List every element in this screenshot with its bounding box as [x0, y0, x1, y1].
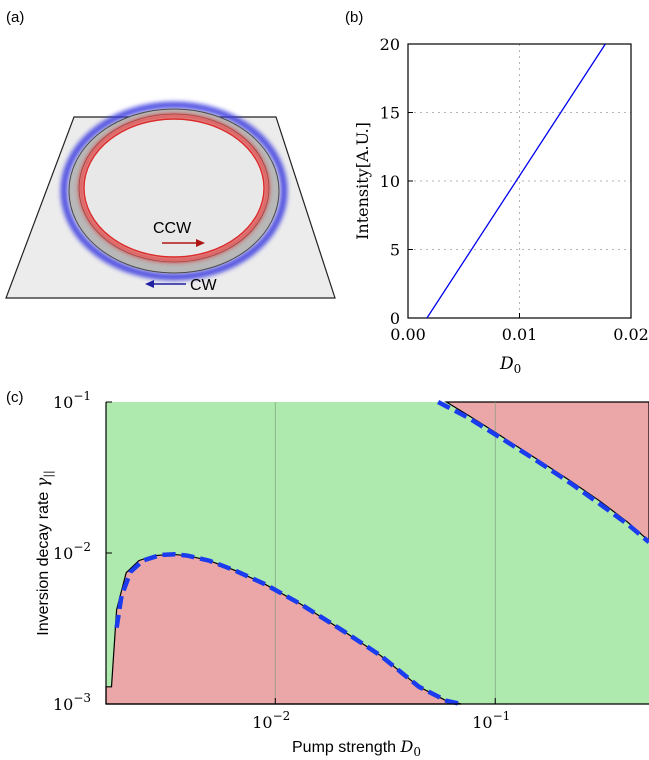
chart-b-frame: [407, 43, 632, 319]
chart-b-ylabel: Intensity[A.U.]: [353, 122, 372, 240]
ring-disk: [83, 118, 265, 258]
panel-c-label: (c): [6, 389, 24, 406]
cw-label: CW: [190, 277, 218, 294]
theory-curve-lower: [114, 552, 462, 707]
chart-c-xtick-label: 10−2: [252, 709, 290, 732]
chart-b-ytick-label: 20: [380, 35, 400, 54]
panel-b: (b) 0.00 0.01 0.02 0 5 10 15 20 D0 Intensity[A.…: [345, 9, 649, 376]
intensity-line: [426, 43, 606, 319]
chart-c-ytick-label: 10−1: [53, 389, 91, 412]
panel-a-label: (a): [6, 9, 24, 26]
chart-c-xtick-label: 10−1: [472, 709, 510, 732]
chart-c-ytick-label: 10−3: [53, 691, 91, 714]
chart-b-ticks: 0.00 0.01 0.02 0 5 10 15 20: [380, 35, 649, 344]
panel-a: (a) CCW CW: [5, 9, 336, 299]
chart-c-grid: [274, 402, 496, 704]
chart-b-grid: [408, 44, 631, 318]
chart-b-series: [426, 43, 606, 319]
chart-b-xtick-label: 0.01: [502, 325, 538, 344]
panel-c: (c) 10−2 10−1 10−3 10−2 10−1 Pump strength D…: [6, 389, 649, 759]
chart-b-xtick-label: 0.02: [613, 325, 649, 344]
panel-b-label: (b): [345, 9, 363, 26]
chart-b-ytick-label: 15: [380, 104, 400, 123]
chart-c-ticks: 10−2 10−1 10−3 10−2 10−1: [53, 389, 510, 732]
chart-b-xtick-label: 0.00: [390, 325, 426, 344]
chart-b-xlabel: D0: [499, 354, 521, 376]
ccw-label: CCW: [153, 220, 192, 237]
ccw-arrowhead-icon: [196, 239, 205, 247]
chart-c-ytick-label: 10−2: [53, 540, 91, 563]
theory-curve-upper: [437, 400, 649, 544]
cw-mode-glow: [60, 101, 288, 281]
chart-c-ylabel: Inversion decay rate γ||: [33, 470, 56, 636]
chart-b-ytick-label: 0: [390, 309, 400, 328]
chart-c-xlabel: Pump strength D0: [292, 737, 421, 759]
ccw-mode-glow: [78, 113, 270, 263]
chart-b-ytick-label: 10: [380, 172, 400, 191]
cw-arrowhead-icon: [145, 280, 154, 288]
chart-b-ytick-label: 5: [390, 241, 400, 260]
